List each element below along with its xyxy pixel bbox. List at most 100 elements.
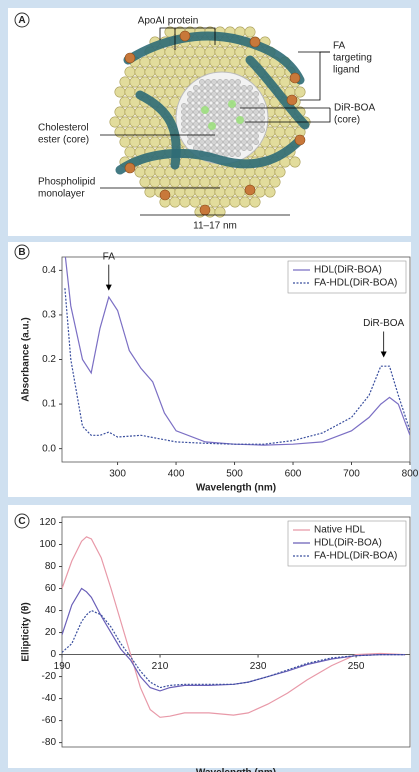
fa-ligand	[199, 204, 211, 216]
lipid-head	[164, 46, 176, 58]
core-molecule	[217, 133, 223, 139]
legend-label: HDL(DiR-BOA)	[314, 265, 382, 276]
leader-line	[175, 27, 216, 45]
lipid-head	[224, 186, 236, 198]
diagram-label: Cholesterol	[38, 123, 89, 134]
lipid-head	[144, 166, 156, 178]
lipid-head	[174, 46, 186, 58]
core-molecule	[247, 97, 253, 103]
core-molecule	[235, 91, 241, 97]
lipid-head	[169, 76, 181, 88]
core-molecule	[193, 115, 199, 121]
x-tick-label: 500	[226, 469, 243, 480]
lipid-head	[274, 66, 286, 78]
fa-ligand	[124, 162, 136, 174]
core-molecule	[211, 91, 217, 97]
core-molecule	[229, 91, 235, 97]
lipid-head	[149, 136, 161, 148]
y-axis-label: Ellipticity (θ)	[21, 602, 32, 661]
y-tick-label: 100	[39, 539, 56, 550]
core-molecule	[229, 133, 235, 139]
core-molecule	[223, 115, 229, 121]
core-molecule	[229, 109, 235, 115]
core-molecule	[199, 133, 205, 139]
leader-line	[159, 27, 175, 40]
core-molecule	[235, 97, 241, 103]
core-molecule	[187, 103, 193, 109]
core-molecule	[253, 127, 259, 133]
core-molecule	[229, 151, 235, 157]
core-molecule	[253, 133, 259, 139]
core-molecule	[223, 127, 229, 133]
lipid-head	[194, 166, 206, 178]
lipid-head	[239, 196, 251, 208]
lipid-head	[154, 86, 166, 98]
lipid-head	[124, 106, 136, 118]
core-molecule	[259, 121, 265, 127]
lipid-head	[109, 116, 121, 128]
diagram-label: (core)	[334, 115, 360, 126]
core-molecule	[205, 91, 211, 97]
core-molecule	[217, 97, 223, 103]
y-tick-label: 0	[50, 649, 56, 660]
core-molecule	[181, 103, 187, 109]
core-molecule	[247, 127, 253, 133]
lipid-head	[294, 86, 306, 98]
core-molecule	[229, 121, 235, 127]
lipid-head	[254, 166, 266, 178]
lipid-head	[274, 126, 286, 138]
x-tick-label: 800	[402, 469, 419, 480]
core-molecule	[235, 145, 241, 151]
core-molecule	[205, 145, 211, 151]
core-molecule	[211, 139, 217, 145]
lipid-head	[224, 166, 236, 178]
core-molecule	[205, 133, 211, 139]
core-molecule	[241, 109, 247, 115]
lipid-head	[134, 166, 146, 178]
lipid-head	[184, 166, 196, 178]
lipid-head	[189, 196, 201, 208]
core-molecule	[199, 139, 205, 145]
lipid-head	[174, 66, 186, 78]
core-molecule	[229, 139, 235, 145]
lipid-head	[129, 116, 141, 128]
core-molecule	[217, 103, 223, 109]
core-molecule	[211, 85, 217, 91]
lipid-head	[169, 176, 181, 188]
core-molecule	[247, 91, 253, 97]
core-molecule	[223, 145, 229, 151]
lipid-head	[159, 76, 171, 88]
core-molecule	[247, 85, 253, 91]
fa-ligand	[124, 52, 136, 64]
core-molecule	[199, 79, 205, 85]
x-tick-label: 600	[285, 469, 302, 480]
core-molecule	[223, 85, 229, 91]
core-molecule	[217, 79, 223, 85]
lipid-head	[139, 136, 151, 148]
core-molecule	[211, 79, 217, 85]
lipid-head	[149, 76, 161, 88]
lipid-head	[149, 176, 161, 188]
series-line	[62, 536, 406, 718]
legend-label: FA-HDL(DiR-BOA)	[314, 551, 397, 562]
lipid-head	[184, 66, 196, 78]
panel-label-circle	[14, 12, 30, 28]
core-molecule	[199, 121, 205, 127]
lipid-head	[224, 46, 236, 58]
core-molecule	[223, 103, 229, 109]
core-molecule	[253, 115, 259, 121]
core-molecule	[223, 133, 229, 139]
x-tick-label: 250	[348, 661, 365, 672]
x-tick-label: 300	[109, 469, 126, 480]
lipid-head	[209, 56, 221, 68]
diagram-label: ligand	[333, 65, 360, 76]
lipid-head	[234, 186, 246, 198]
lipid-head	[114, 86, 126, 98]
core-molecule	[241, 139, 247, 145]
fa-ligand	[179, 30, 191, 42]
dye	[228, 100, 236, 108]
core-molecule	[235, 151, 241, 157]
core-molecule	[187, 139, 193, 145]
core-molecule	[211, 115, 217, 121]
lipid-head	[264, 186, 276, 198]
